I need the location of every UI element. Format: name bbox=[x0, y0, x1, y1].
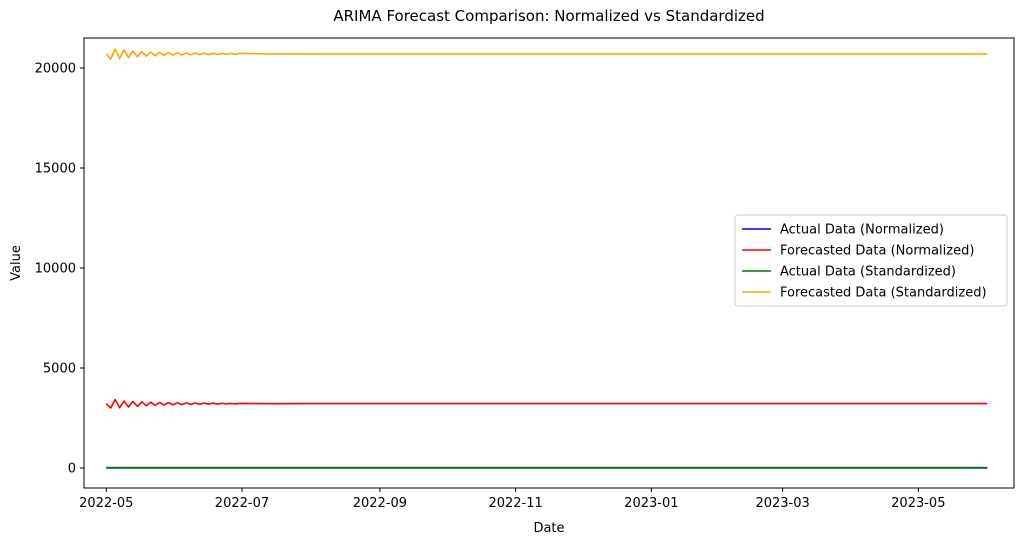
y-tick-label: 0 bbox=[68, 462, 76, 477]
chart-title: ARIMA Forecast Comparison: Normalized vs… bbox=[333, 7, 764, 25]
legend-label: Forecasted Data (Normalized) bbox=[780, 244, 974, 259]
legend-label: Forecasted Data (Standardized) bbox=[780, 286, 987, 301]
x-tick-label: 2022-07 bbox=[215, 496, 269, 511]
series-line-2 bbox=[105, 398, 988, 409]
y-tick-label: 10000 bbox=[35, 262, 76, 277]
x-tick-label: 2023-05 bbox=[891, 496, 945, 511]
legend-label: Actual Data (Standardized) bbox=[780, 265, 956, 280]
y-axis-label: Value bbox=[9, 245, 24, 281]
x-axis-label: Date bbox=[533, 521, 564, 536]
x-tick-label: 2023-03 bbox=[755, 496, 809, 511]
plot-frame bbox=[83, 37, 1015, 489]
y-tick-label: 20000 bbox=[35, 62, 76, 77]
x-axis: 2022-05 2022-07 2022-09 2022-11 2023-01 2023-… bbox=[79, 488, 945, 511]
x-tick-label: 2022-11 bbox=[488, 496, 542, 511]
series-layer bbox=[105, 48, 988, 469]
plot-area bbox=[83, 37, 1015, 489]
series-line-4 bbox=[105, 48, 988, 60]
y-tick-label: 15000 bbox=[35, 162, 76, 177]
y-tick-label: 5000 bbox=[43, 362, 76, 377]
x-tick-label: 2022-05 bbox=[79, 496, 133, 511]
x-tick-label: 2023-01 bbox=[624, 496, 678, 511]
y-axis: 0 5000 10000 15000 20000 bbox=[35, 62, 84, 477]
legend-box bbox=[734, 214, 1008, 307]
x-tick-label: 2022-09 bbox=[353, 496, 407, 511]
legend: Actual Data (Normalized) Forecasted Data … bbox=[734, 214, 1008, 307]
legend-label: Actual Data (Normalized) bbox=[780, 223, 944, 238]
